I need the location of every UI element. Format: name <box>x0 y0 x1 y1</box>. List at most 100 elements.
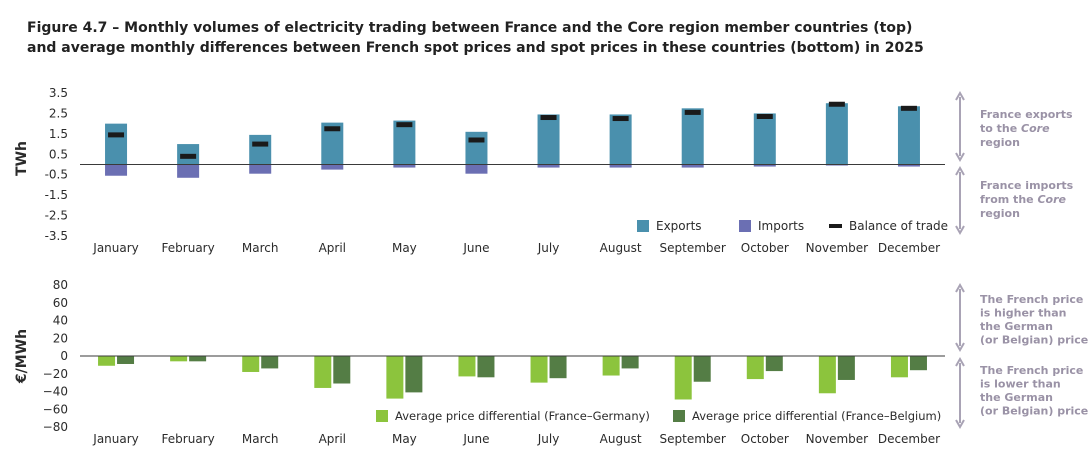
diff-belgium-bar <box>333 356 351 384</box>
annotation-price-higher-line: the German <box>980 320 1053 333</box>
arrow-head-up <box>955 165 965 176</box>
legend-swatch-france-belgium <box>673 410 685 422</box>
exports-bar <box>105 123 128 165</box>
y-tick-label: -3.5 <box>45 229 68 243</box>
annotation-price-higher-line: (or Belgian) price <box>980 334 1088 347</box>
annotation-price-higher-line: The French price <box>980 293 1083 306</box>
diff-belgium-bar <box>765 356 783 372</box>
arrow-head-down <box>955 419 965 430</box>
arrow-head-down <box>955 152 965 163</box>
x-tick-label: July <box>537 241 560 255</box>
x-tick-label: June <box>462 241 489 255</box>
diff-germany-bar <box>458 356 476 377</box>
bottom-legend: Average price differential (France–Germa… <box>376 409 941 423</box>
balance-marker <box>252 141 269 147</box>
x-tick-label: May <box>392 432 417 446</box>
y-tick-label: −80 <box>43 420 68 434</box>
balance-marker <box>756 113 773 119</box>
legend-swatch-france-germany <box>376 410 388 422</box>
diff-germany-bar <box>314 356 332 388</box>
imports-bar <box>249 164 272 174</box>
diff-germany-bar <box>98 356 116 366</box>
balance-marker <box>180 153 197 159</box>
x-tick-label: January <box>92 241 139 255</box>
y-axis-label: €/MWh <box>14 329 30 384</box>
imports-bar <box>753 164 776 167</box>
legend-label-imports: Imports <box>758 219 804 233</box>
x-tick-label: July <box>537 432 560 446</box>
y-tick-label: 2.5 <box>49 106 68 120</box>
arrow-head-down <box>955 342 965 353</box>
balance-marker <box>396 122 413 128</box>
arrow-head-up <box>955 90 965 101</box>
diff-germany-bar <box>890 356 908 378</box>
y-tick-label: 3.5 <box>49 86 68 100</box>
diff-belgium-bar <box>549 356 567 379</box>
x-tick-label: March <box>242 432 279 446</box>
exports-bar <box>249 134 272 165</box>
balance-marker <box>900 105 917 111</box>
x-tick-label: April <box>319 432 346 446</box>
x-tick-label: March <box>242 241 279 255</box>
diff-belgium-bar <box>189 356 207 362</box>
annotation-price-lower-line: is lower than <box>980 378 1061 391</box>
exports-bar <box>465 131 488 165</box>
exports-bar <box>393 120 416 165</box>
diff-germany-bar <box>242 356 260 372</box>
x-tick-label: October <box>741 432 789 446</box>
imports-bar <box>609 164 632 168</box>
x-tick-label: April <box>319 241 346 255</box>
annotation-exports-line-2: to the Core <box>980 122 1050 135</box>
diff-germany-bar <box>602 356 620 376</box>
arrow-head-down <box>955 225 965 236</box>
price-higher-arrow <box>955 282 965 353</box>
x-tick-label: December <box>878 241 940 255</box>
balance-marker <box>540 115 557 121</box>
top-legend: Exports Imports Balance of trade <box>637 219 948 233</box>
y-tick-label: 1.5 <box>49 127 68 141</box>
annotation-price-higher-line: is higher than <box>980 307 1067 320</box>
diff-belgium-bar <box>261 356 279 369</box>
diff-germany-bar <box>530 356 548 383</box>
annotation-exports-line-1: France exports <box>980 108 1073 121</box>
imports-bar <box>465 164 488 174</box>
diff-belgium-bar <box>477 356 495 378</box>
balance-marker <box>324 126 341 132</box>
x-tick-label: November <box>806 241 868 255</box>
diff-germany-bar <box>746 356 764 380</box>
imports-bar <box>825 164 848 166</box>
x-tick-label: December <box>878 432 940 446</box>
exports-bar <box>825 103 848 165</box>
diff-belgium-bar <box>117 356 135 364</box>
y-tick-label: 20 <box>53 331 68 345</box>
annotation-exports-line-3: region <box>980 136 1020 149</box>
import-arrow <box>955 165 965 236</box>
legend-label-france-belgium: Average price differential (France–Belgi… <box>692 409 941 423</box>
legend-swatch-balance <box>829 224 842 228</box>
figure-title-line-1: Figure 4.7 – Monthly volumes of electric… <box>27 20 913 36</box>
imports-bar <box>681 164 704 168</box>
y-tick-label: 60 <box>53 296 68 310</box>
legend-swatch-exports <box>637 220 649 232</box>
y-tick-label: 0.5 <box>49 147 68 161</box>
imports-bar <box>177 164 200 178</box>
x-tick-label: August <box>600 241 642 255</box>
annotation-imports-line-2: from the Core <box>980 193 1067 206</box>
balance-marker <box>108 132 125 138</box>
y-tick-label: -1.5 <box>45 188 68 202</box>
imports-bar <box>897 164 920 167</box>
y-tick-label: −20 <box>43 367 68 381</box>
annotation-price-lower-line: The French price <box>980 364 1083 377</box>
imports-bar <box>393 164 416 168</box>
annotation-imports-line-1: France imports <box>980 179 1074 192</box>
imports-bar <box>105 164 128 176</box>
x-tick-label: February <box>162 432 215 446</box>
y-tick-label: −40 <box>43 385 68 399</box>
exports-bar <box>897 106 920 165</box>
annotation-imports-line-3: region <box>980 207 1020 220</box>
price-differential-chart: 80 60 40 20 0 −20 −40 −60 −80 €/MWh January Februar… <box>14 278 945 446</box>
x-tick-label: May <box>392 241 417 255</box>
diff-belgium-bar <box>837 356 855 380</box>
y-tick-label: -2.5 <box>45 209 68 223</box>
